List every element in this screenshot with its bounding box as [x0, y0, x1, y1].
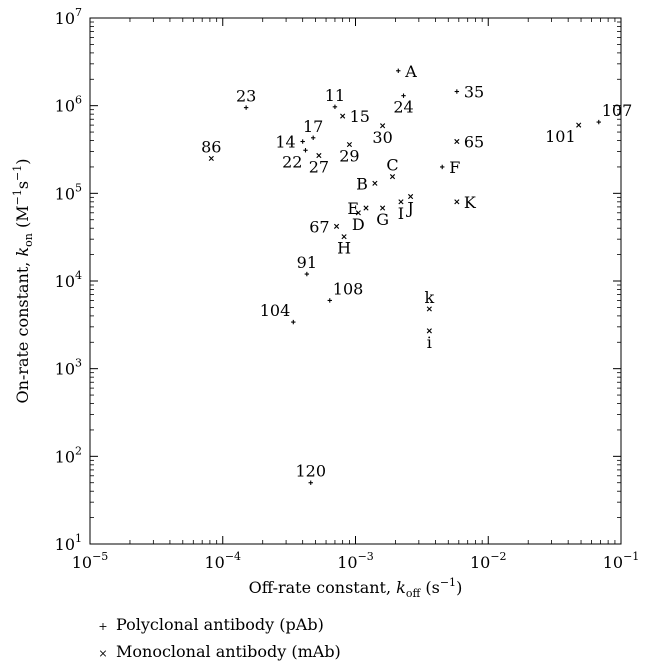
point-label: G [376, 210, 389, 229]
point-label: k [424, 288, 434, 307]
point-label: E [347, 199, 359, 218]
point-mab-65 [454, 138, 460, 145]
point-label: A [404, 62, 417, 81]
point-mab-k [426, 306, 432, 312]
y-tick-label: 106 [55, 94, 82, 116]
point-mab-C [389, 174, 396, 180]
point-label: 27 [309, 158, 329, 177]
point-mab-30 [380, 123, 386, 129]
legend-marker-plus: + [98, 620, 108, 633]
point-label: 65 [464, 133, 484, 152]
point-label: D [352, 215, 365, 234]
point-label: 14 [275, 133, 295, 152]
x-tick-label: 10−3 [337, 550, 374, 572]
point-mab-H [341, 234, 347, 240]
point-label: 104 [260, 301, 291, 320]
point-label: 67 [309, 217, 329, 236]
point-label: 15 [350, 107, 370, 126]
point-label: K [464, 193, 477, 212]
point-label: 86 [201, 137, 221, 156]
point-mab-E [363, 205, 369, 211]
x-tick-label: 10−1 [603, 550, 640, 572]
point-label: 101 [545, 127, 576, 146]
point-label: 108 [333, 279, 364, 298]
point-mab-67 [333, 223, 340, 229]
point-label: 29 [339, 147, 359, 166]
legend-marker-x: × [98, 647, 108, 660]
x-axis-label: Off-rate constant, koff (s−1) [249, 576, 463, 600]
point-mab-J [407, 193, 414, 200]
point-label: 120 [295, 462, 326, 481]
point-label: C [386, 156, 398, 175]
point-label: 22 [282, 152, 302, 171]
point-mab-B [372, 180, 378, 186]
point-label: 24 [393, 98, 413, 117]
y-tick-label: 103 [55, 357, 82, 379]
point-mab-I [398, 199, 404, 205]
point-label: I [398, 204, 404, 223]
point-label: 91 [297, 253, 317, 272]
y-tick-label: 104 [55, 269, 82, 291]
x-tick-label: 10−5 [72, 550, 109, 572]
point-label: H [337, 239, 351, 258]
legend-item-pab: + Polyclonal antibody (pAb) [96, 615, 324, 634]
point-label: 17 [303, 117, 323, 136]
point-mab-27 [316, 152, 322, 159]
point-label: 23 [236, 87, 256, 106]
x-tick-label: 10−2 [470, 550, 507, 572]
point-mab-G [380, 205, 386, 211]
point-label: J [405, 199, 413, 218]
legend-label-pab: Polyclonal antibody (pAb) [116, 615, 324, 634]
point-label: B [356, 174, 368, 193]
point-mab-D [355, 210, 361, 216]
point-label: 11 [325, 86, 345, 105]
y-tick-label: 105 [55, 181, 82, 203]
y-axis-label: On-rate constant, kon (M−1s−1) [11, 158, 35, 403]
x-tick-label: 10−4 [204, 550, 241, 572]
point-mab-15 [340, 113, 346, 119]
y-tick-label: 107 [55, 6, 82, 28]
point-mab-i [426, 328, 432, 334]
legend-item-mab: × Monoclonal antibody (mAb) [96, 642, 341, 661]
legend-label-mab: Monoclonal antibody (mAb) [116, 642, 341, 661]
point-mab-101 [576, 122, 582, 128]
point-mab-K [454, 199, 460, 205]
point-mab-86 [208, 155, 214, 162]
point-label: 35 [464, 83, 484, 102]
point-label: 107 [602, 101, 633, 120]
point-label: F [449, 158, 460, 177]
y-tick-label: 102 [55, 444, 82, 466]
y-tick-label: 101 [55, 532, 82, 554]
point-mab-29 [346, 141, 353, 148]
point-label: 30 [372, 128, 392, 147]
point-label: i [427, 333, 432, 352]
